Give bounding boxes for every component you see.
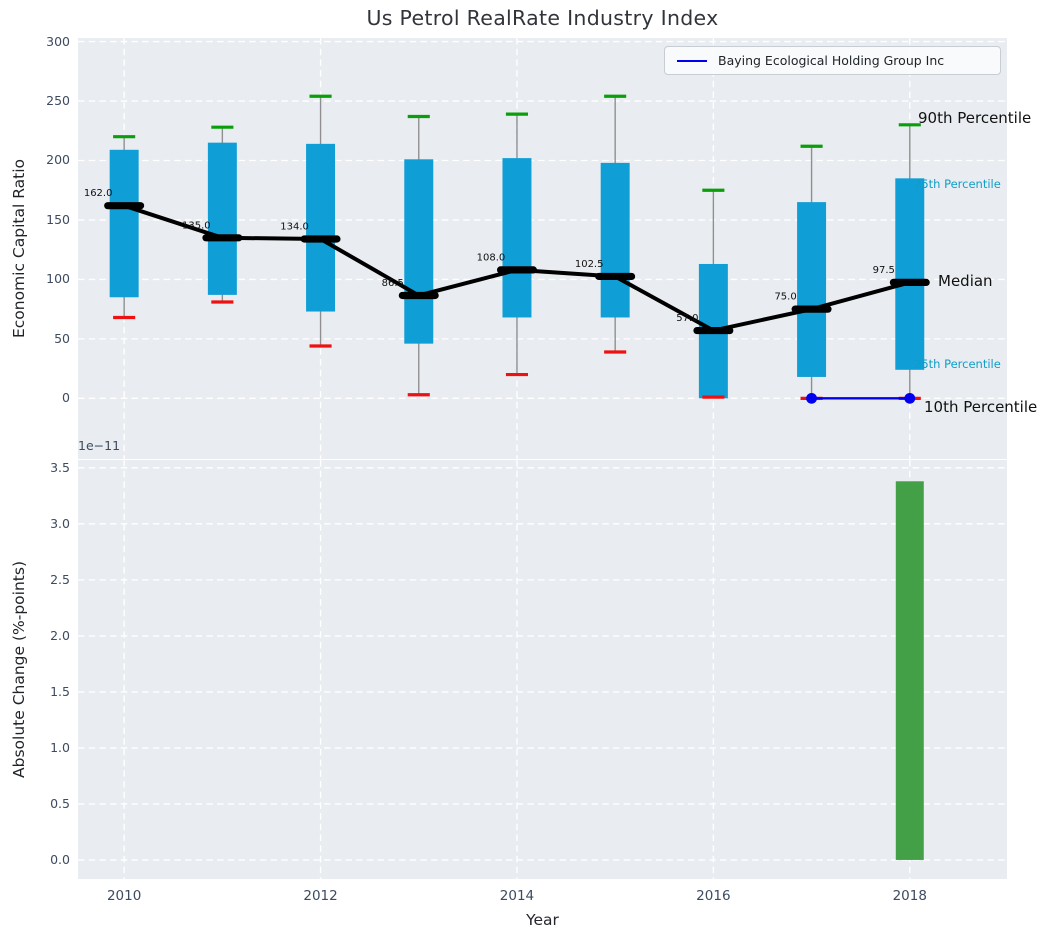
median-marker-2017 [791, 305, 832, 313]
y-tick-label: 3.0 [50, 516, 70, 532]
percentile-box-2014 [502, 158, 532, 318]
x-axis-label: Year [526, 911, 559, 929]
annotation-90th-percentile: 90th Percentile [918, 108, 1032, 127]
bottom-chart-svg [78, 460, 1007, 879]
y-tick-label: 0.0 [50, 852, 70, 868]
x-tick-label: 2018 [892, 888, 927, 904]
annotation-10th-percentile: 10th Percentile [924, 398, 1038, 417]
x-tick-label: 2012 [303, 888, 338, 904]
x-tick-label: 2014 [499, 888, 535, 904]
median-value-label-2010: 162.0 [84, 188, 113, 199]
y-tick-label: 0.5 [50, 796, 70, 812]
median-marker-2010 [104, 202, 145, 210]
percentile-box-2010 [109, 149, 139, 298]
percentile-box-2017 [797, 202, 827, 377]
percentile-box-2011 [207, 142, 237, 295]
median-value-label-2013: 86.5 [382, 278, 404, 289]
y-tick-label: 0 [62, 390, 70, 406]
median-marker-2012 [300, 235, 341, 243]
legend-label: Baying Ecological Holding Group Inc [718, 53, 945, 68]
change-bar-2018 [895, 481, 924, 860]
y-tick-label: 300 [46, 33, 70, 49]
median-marker-2013 [398, 291, 439, 300]
y-tick-label: 250 [46, 93, 70, 109]
median-value-label-2018: 97.5 [873, 265, 895, 276]
y-tick-label: 3.5 [50, 460, 70, 476]
y-tick-label: 1.5 [50, 684, 70, 700]
median-marker-2011 [202, 234, 243, 242]
percentile-box-2015 [600, 162, 630, 318]
percentile-box-2018 [895, 178, 925, 370]
legend-line-sample-icon [677, 59, 707, 62]
top-plot-area: 162.0 135.0 134.0 86.5 108.0 102.5 57.0 75.0 97.… [78, 38, 1007, 459]
x-tick-label: 2010 [106, 888, 142, 904]
percentile-box-2012 [306, 143, 336, 312]
y-tick-label: 1.0 [50, 740, 70, 756]
annotation-25th-percentile: 25th Percentile [914, 356, 1001, 371]
annotation-75th-percentile: 75th Percentile [914, 177, 1001, 192]
annotation-median: Median [938, 272, 993, 291]
y-tick-label: 50 [54, 331, 70, 347]
median-value-label-2014: 108.0 [477, 252, 506, 263]
y-tick-label: 150 [46, 212, 70, 228]
legend: Baying Ecological Holding Group Inc [664, 46, 1001, 75]
top-chart-svg: 162.0 135.0 134.0 86.5 108.0 102.5 57.0 75.0 97.… [78, 38, 1007, 459]
percentile-box-2013 [404, 159, 434, 344]
y-tick-label: 2.0 [50, 628, 70, 644]
x-tick-label: 2016 [696, 888, 731, 904]
median-value-label-2016: 57.0 [676, 313, 698, 324]
y-tick-label: 200 [46, 152, 70, 168]
median-marker-2014 [496, 266, 537, 274]
median-value-label-2011: 135.0 [182, 220, 211, 231]
median-value-label-2012: 134.0 [280, 221, 309, 232]
company-point-2018 [904, 392, 916, 404]
median-marker-2018 [889, 278, 930, 286]
median-marker-2016 [693, 326, 734, 335]
company-point-2017 [806, 392, 817, 404]
median-marker-2015 [595, 272, 636, 281]
y-tick-label: 2.5 [50, 572, 70, 588]
bottom-plot-area [78, 460, 1007, 879]
axis-offset-text: 1e−11 [78, 438, 121, 453]
y-tick-label: 100 [46, 271, 70, 287]
median-value-label-2017: 75.0 [774, 292, 796, 303]
chart-title: Us Petrol RealRate Industry Index [366, 6, 719, 30]
median-value-label-2015: 102.5 [575, 259, 604, 270]
top-y-axis-label: Economic Capital Ratio [10, 158, 28, 339]
